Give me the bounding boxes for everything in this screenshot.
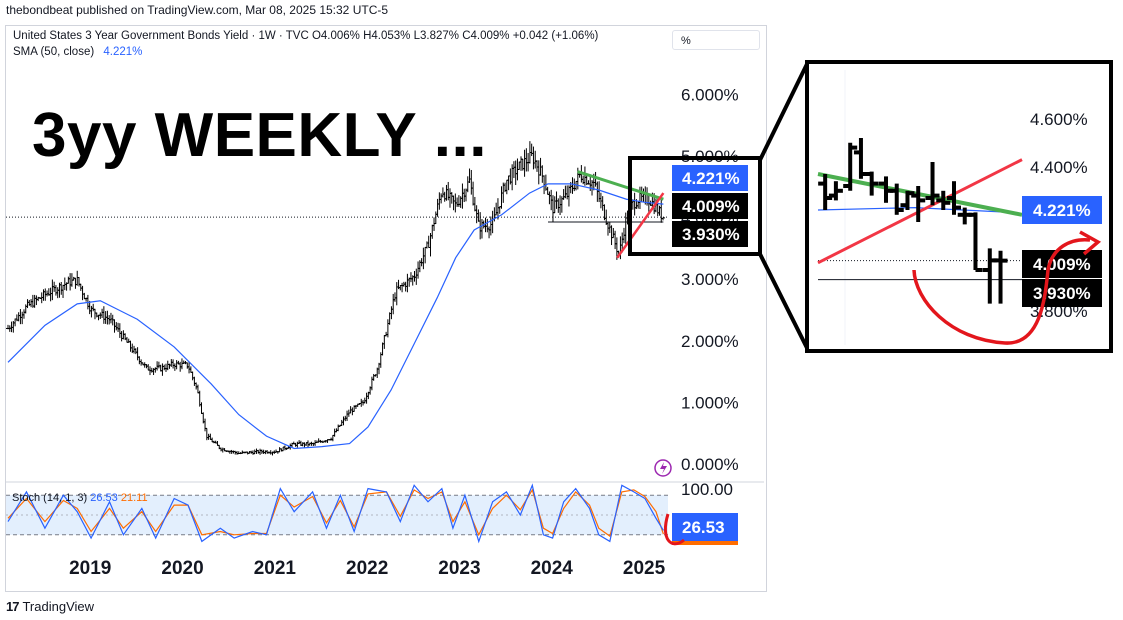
stoch-k-tag-bg: [672, 513, 738, 541]
trendline-up: [616, 192, 665, 259]
inset-y-tick-label: 4.600%: [1030, 110, 1088, 129]
sma-legend[interactable]: SMA (50, close) 4.221%: [13, 46, 142, 58]
tradingview-brand: TradingView: [22, 599, 95, 614]
x-tick-label: 2024: [531, 558, 574, 579]
inset-y-tick-label: 4.400%: [1030, 158, 1088, 177]
inset-price-tag-bg: [1022, 279, 1102, 307]
trendline-down: [577, 170, 664, 201]
x-tick-label: 2022: [346, 558, 388, 579]
inset-price-tag-label: 4.221%: [1033, 201, 1091, 220]
stoch-axis-label: 100.00: [681, 480, 733, 499]
y-tick-label: 0.000%: [681, 455, 739, 474]
chart-frame: [5, 25, 767, 592]
lightning-icon-glyph: [660, 462, 667, 474]
inset-price-tag-bg: [1022, 250, 1102, 278]
annotation-headline: 3yy WEEKLY ...: [32, 101, 487, 170]
x-tick-label: 2020: [161, 558, 203, 579]
sma-line: [7, 183, 664, 450]
tradingview-mark-icon: 17: [6, 599, 20, 614]
x-tick-label: 2025: [623, 558, 666, 579]
stoch-k-value: 26.53: [90, 492, 121, 504]
inset-sma-line: [817, 206, 1012, 213]
annotation-arrow-head: [1079, 230, 1102, 256]
sma-value: 4.221%: [103, 46, 143, 58]
price-tag-label: 4.009%: [682, 197, 740, 216]
scale-percent-button[interactable]: %: [672, 30, 760, 50]
callout-line-top: [758, 61, 810, 161]
price-tag-bg: [672, 165, 748, 191]
x-tick-label: 2021: [254, 558, 297, 579]
stoch-d-tag-strip: [672, 541, 738, 545]
inset-price-bars: [818, 138, 1008, 304]
stoch-d-value: 21.11: [121, 492, 148, 504]
lightning-icon: [654, 459, 672, 477]
publisher-line: thebondbeat published on TradingView.com…: [6, 3, 389, 17]
symbol-legend[interactable]: United States 3 Year Government Bonds Yi…: [13, 30, 598, 42]
y-tick-label: 3.000%: [681, 270, 739, 289]
stoch-k-tag-label: 26.53: [682, 518, 725, 537]
zoom-highlight-box: [628, 156, 762, 256]
sma-label: SMA (50, close): [13, 46, 95, 58]
annotation-curve-small: [663, 513, 685, 546]
stoch-k-line: [7, 483, 664, 544]
x-tick-label: 2023: [438, 558, 480, 579]
symbol-name: United States 3 Year Government Bonds Yi…: [13, 30, 309, 42]
stoch-d-line: [7, 488, 664, 538]
price-bars: [6, 141, 666, 456]
stoch-legend: Stoch (14, 1, 3) 26.53 21.11: [12, 492, 148, 504]
inset-price-tag-label: 3.930%: [1033, 284, 1091, 303]
callout-line-bottom: [758, 253, 810, 351]
inset-price-tag-label: 4.009%: [1033, 255, 1091, 274]
price-tag-bg: [672, 193, 748, 219]
annotation-curve: [912, 238, 1091, 345]
price-tag-bg: [672, 221, 748, 247]
ohlc-values: O4.006% H4.053% L3.827% C4.009% +0.042 (…: [311, 30, 599, 42]
inset-price-tag-bg: [1022, 196, 1102, 224]
y-tick-label: 1.000%: [681, 393, 739, 412]
price-tag-label: 4.221%: [682, 169, 740, 188]
x-tick-label: 2019: [69, 558, 111, 579]
price-tag-label: 3.930%: [682, 225, 740, 244]
stoch-label: Stoch (14, 1, 3): [12, 492, 90, 504]
tradingview-logo[interactable]: 17 TradingView: [6, 599, 94, 614]
y-tick-label: 2.000%: [681, 332, 739, 351]
y-tick-label: 6.000%: [681, 86, 739, 105]
